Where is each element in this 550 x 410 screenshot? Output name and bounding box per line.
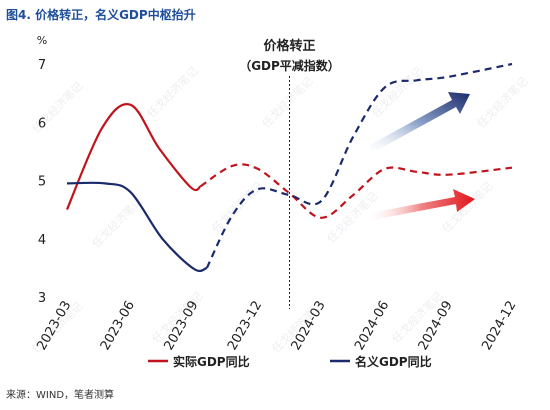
x-tick-label: 2023-06	[98, 299, 138, 354]
y-tick-label: 4	[38, 233, 46, 248]
y-unit-label: %	[37, 34, 47, 47]
watermark-text: 任戈经济笔记	[89, 194, 146, 251]
series-real-forecast-line	[199, 163, 513, 219]
annotation-line-1: 价格转正	[263, 38, 315, 54]
series-real-actual-line	[65, 103, 202, 211]
series-layer	[65, 62, 513, 273]
x-tick-label: 2024-06	[352, 299, 392, 354]
x-tick-label: 2023-12	[225, 299, 265, 354]
x-tick-label: 2024-12	[479, 299, 519, 354]
watermark-text: 任戈经济笔记	[259, 74, 316, 131]
legend: 实际GDP同比 名义GDP同比	[148, 354, 432, 369]
source-note: 来源：WIND，笔者测算	[6, 390, 115, 401]
watermark-text: 任戈经济笔记	[369, 64, 426, 121]
watermark-text: 任戈经济笔记	[144, 64, 201, 121]
watermark-text: 任戈经济笔记	[439, 179, 496, 236]
nominal-trend-arrow	[368, 92, 470, 153]
watermark-text: 任戈经济笔记	[209, 179, 266, 236]
y-tick-label: 6	[38, 116, 46, 131]
trend-arrows	[368, 92, 475, 220]
divider-annotation: 价格转正 （GDP平减指数）	[239, 38, 340, 73]
legend-label-real: 实际GDP同比	[173, 354, 250, 369]
annotation-line-2: （GDP平减指数）	[239, 58, 340, 73]
legend-label-nominal: 名义GDP同比	[355, 354, 432, 369]
y-tick-label: 3	[38, 291, 46, 306]
series-nominal-actual-line	[66, 181, 208, 273]
figure-title: 图4. 价格转正，名义GDP中枢抬升	[6, 8, 196, 22]
y-tick-label: 7	[38, 58, 46, 73]
real-trend-arrow	[370, 189, 475, 220]
y-tick-label: 5	[38, 175, 46, 190]
watermark-text: 任戈经济笔记	[474, 74, 531, 131]
